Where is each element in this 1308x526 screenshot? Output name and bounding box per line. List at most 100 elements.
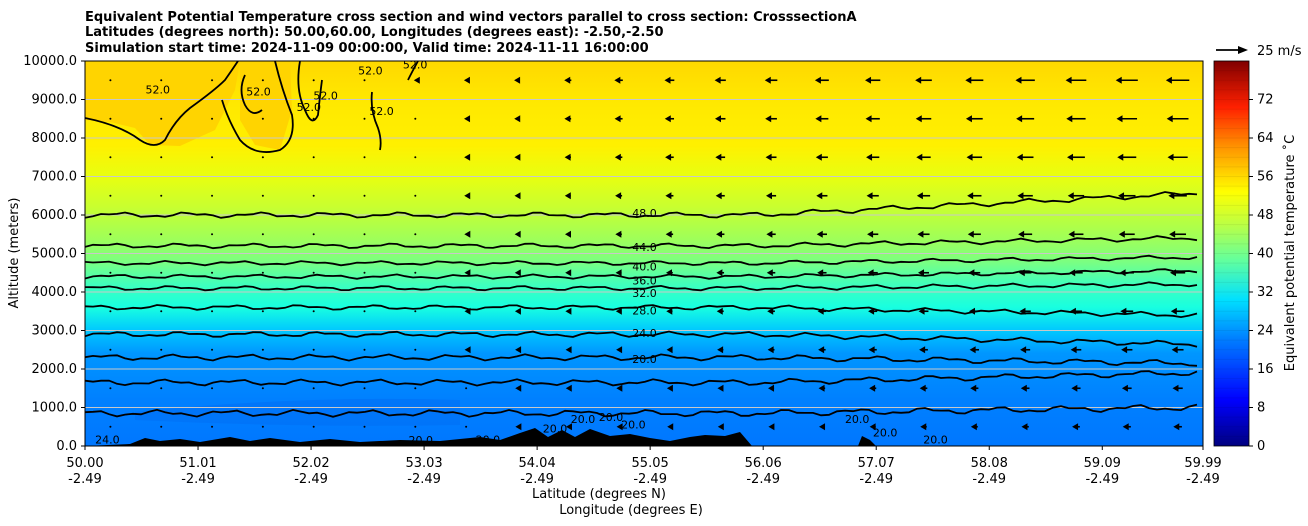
wind-arrowhead [817,307,824,315]
y-tick-label: 7000.0 [32,170,78,185]
contour-label: 52.0 [313,90,338,103]
wind-arrowhead [1165,76,1172,84]
wind-arrowhead [1069,307,1076,315]
wind-arrowhead [514,307,521,315]
wind-dot [261,387,264,390]
y-tick-label: 6000.0 [32,208,78,223]
wind-dot [363,387,366,390]
wind-arrowhead [665,230,672,238]
wind-dot [312,310,315,313]
isotherm-line [85,268,1198,280]
x-tick-lat-label: 59.99 [1184,456,1221,471]
wind-arrowhead [916,153,923,161]
wind-dot [312,425,315,428]
wind-arrowhead [666,307,673,315]
x-tick-lon-label: -2.49 [633,472,667,487]
wind-arrowhead [1119,269,1126,277]
wind-arrowhead [970,384,977,392]
wind-dot [363,194,366,197]
wind-arrowhead [1069,269,1076,277]
wind-dot [312,233,315,236]
wind-dot [363,156,366,159]
wind-dot [363,79,366,82]
contour-label: 20.0 [923,434,948,447]
isotherm-line [85,370,1198,387]
wind-arrowhead [565,307,572,315]
wind-dot [211,271,214,274]
wind-dot [363,117,366,120]
wind-dot [160,194,163,197]
contour-label: 52.0 [358,64,383,77]
wind-dot [261,233,264,236]
wind-dot [363,271,366,274]
contour-label: 36.0 [632,274,657,287]
contour-label: 48.0 [632,207,657,220]
colorbar-tick-label: 40 [1257,247,1274,262]
wind-arrowhead [967,230,974,238]
contour-label: 20.0 [873,426,898,439]
wind-dot [414,233,417,236]
wind-arrowhead [665,269,672,277]
wind-arrowhead [616,346,623,354]
wind-arrowhead [464,307,471,315]
x-tick-lon-label: -2.49 [181,472,215,487]
y-tick-label: 2000.0 [32,362,78,377]
wind-arrowhead [413,76,420,84]
quiver-key: 25 m/s [1216,44,1302,59]
wind-arrowhead [766,269,773,277]
y-tick-label: 3000.0 [32,324,78,339]
y-axis-label: Altitude (meters) [7,198,22,309]
y-tick-label: 4000.0 [32,285,78,300]
wind-arrowhead [967,192,974,200]
wind-arrowhead [1169,269,1176,277]
wind-arrowhead [917,269,924,277]
wind-arrowhead [616,423,623,431]
wind-dot [211,233,214,236]
terrain [85,428,752,446]
wind-arrowhead [1121,384,1128,392]
wind-arrowhead [714,76,721,84]
isotherm-line [85,254,1198,267]
wind-arrowhead [565,269,572,277]
wind-arrowhead [1121,346,1128,354]
y-tick-label: 10000.0 [23,54,77,69]
wind-arrowhead [1071,384,1078,392]
colorbar-tick-label: 0 [1257,439,1265,454]
wind-arrowhead [1120,307,1127,315]
wind-dot [414,425,417,428]
x-tick-lon-label: -2.49 [68,472,102,487]
wind-arrowhead [1169,230,1176,238]
wind-dot [261,117,264,120]
wind-arrowhead [565,346,572,354]
wind-arrowhead [714,115,721,123]
wind-arrowhead [1016,115,1023,123]
wind-dot [363,425,366,428]
wind-arrowhead [715,192,722,200]
isotherm-line [85,353,1198,367]
wind-arrowhead [919,346,926,354]
wind-arrowhead [1122,423,1129,431]
wind-arrowhead [564,76,571,84]
wind-arrowhead [1018,230,1025,238]
wind-dot [414,117,417,120]
isotherm-line-upper [85,61,239,146]
wind-arrowhead [868,346,875,354]
y-tick-label: 0.0 [56,439,77,454]
wind-arrowhead [1171,346,1178,354]
contour-label: 52.0 [145,84,170,97]
wind-arrowhead [514,269,521,277]
wind-arrowhead [614,76,621,84]
contour-label: 24.0 [95,433,120,446]
wind-dot [312,387,315,390]
wind-arrowhead [716,230,723,238]
wind-arrowhead [869,384,876,392]
wind-dot [109,233,112,236]
wind-arrowhead [819,423,826,431]
wind-arrowhead [715,153,722,161]
wind-arrowhead [515,346,522,354]
wind-arrowhead [818,346,825,354]
wind-dot [465,425,468,428]
isotherm-line-upper [297,61,323,122]
y-tick-label: 8000.0 [32,131,78,146]
wind-arrowhead [515,384,522,392]
